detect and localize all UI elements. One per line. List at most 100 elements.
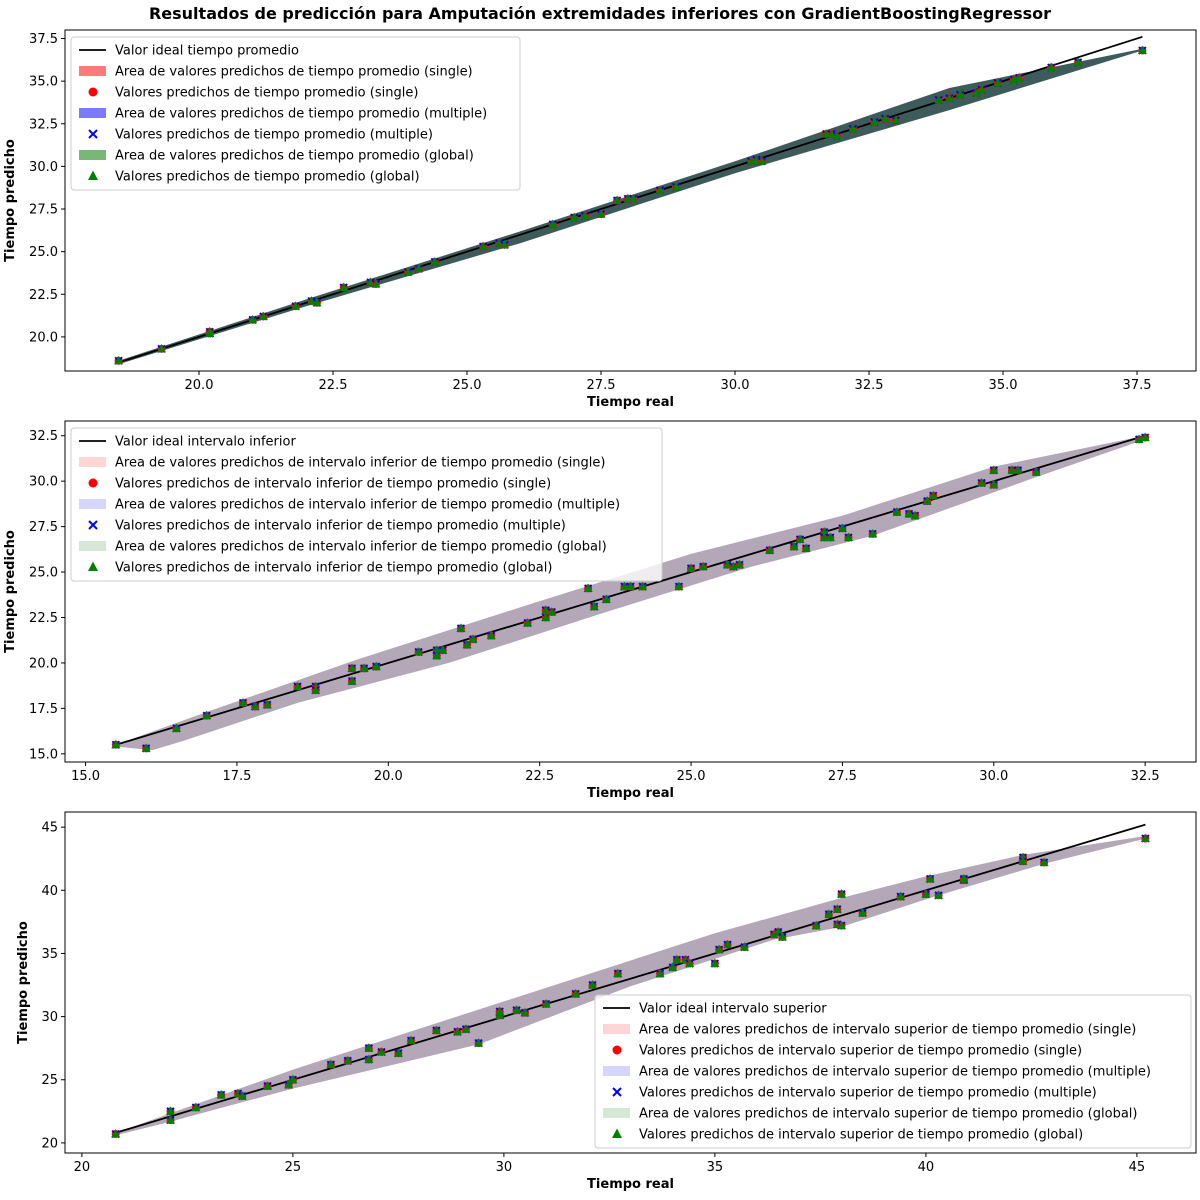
point-global-8	[284, 1079, 294, 1089]
point-global-13	[364, 1043, 374, 1052]
point-global-46	[1073, 57, 1083, 66]
point-global-3	[191, 1102, 201, 1112]
x-tick-label: 22.5	[525, 769, 554, 784]
point-global-41	[811, 920, 821, 930]
x-tick-label: 35	[707, 1160, 724, 1175]
point-global-35	[714, 944, 724, 954]
point-global-29	[757, 156, 767, 165]
point-global-11	[343, 1055, 353, 1065]
point-global-12	[359, 663, 369, 672]
point-global-34	[698, 561, 708, 571]
point-global-25	[655, 185, 665, 194]
y-tick-label: 25.0	[29, 245, 58, 260]
y-axis-label: Tiempo predicho	[3, 139, 18, 262]
point-global-13	[414, 263, 424, 273]
point-global-38	[765, 545, 775, 554]
point-global-4	[248, 314, 258, 324]
point-global-20	[474, 1038, 484, 1047]
legend-area-swatch	[79, 457, 106, 467]
axes-frame	[64, 29, 1197, 372]
point-global-26	[671, 181, 681, 191]
legend: Valor ideal intervalo inferior Area de va…	[70, 427, 663, 582]
point-global-19	[569, 212, 579, 222]
point-global-43	[819, 532, 829, 542]
point-global-22	[612, 195, 622, 204]
point-global-6	[237, 1091, 247, 1100]
point-global-57	[1013, 465, 1023, 474]
legend-triangle-marker	[88, 170, 98, 180]
legend-label: Valor ideal tiempo promedio	[115, 44, 299, 59]
y-tick-label: 30.0	[29, 160, 58, 175]
point-global-14	[430, 256, 440, 266]
y-tick-label: 20.0	[29, 656, 58, 671]
point-global-20	[468, 634, 478, 643]
y-tick-label: 25.0	[29, 566, 58, 581]
legend-cross-marker	[88, 520, 98, 530]
point-global-23	[541, 612, 551, 621]
x-tick-label: 20.0	[374, 769, 403, 784]
x-axis-label: Tiempo real	[587, 786, 674, 801]
point-global-7	[263, 1081, 273, 1090]
point-global-27	[588, 980, 598, 989]
x-tick-label: 20.0	[185, 378, 214, 393]
point-global-22	[523, 617, 533, 627]
legend-label: Area de valores predichos de intervalo s…	[639, 1107, 1137, 1122]
legend-circle-marker	[612, 1045, 622, 1055]
legend-area-swatch	[603, 1108, 630, 1118]
plot-area	[111, 432, 1150, 753]
point-global-17	[438, 645, 448, 654]
legend-area-swatch	[79, 541, 106, 551]
point-global-39	[955, 89, 965, 99]
legend-area-swatch	[603, 1066, 630, 1076]
axes-frame	[64, 420, 1197, 763]
point-global-30	[626, 581, 635, 591]
point-global-25	[547, 607, 557, 616]
legend-cross-marker	[88, 129, 98, 139]
subplot-lower-interval: 15.0 17.5 20.0 22.5 25.0 27.5 30.0 32.5 15.0 17.5…	[3, 420, 1197, 801]
point-global-0	[111, 739, 121, 749]
point-global-36	[891, 115, 901, 124]
point-global-23	[512, 1005, 522, 1014]
x-tick-label: 25	[285, 1160, 302, 1175]
legend-label: Area de valores predichos de tiempo prom…	[115, 107, 487, 122]
point-global-49	[921, 889, 931, 898]
x-tick-label: 30.0	[979, 769, 1008, 784]
subplot-mean-time: 20.0 22.5 25.0 27.5 30.0 32.5 35.0 37.5 20.0 22.5…	[3, 29, 1197, 410]
point-global-40	[777, 932, 787, 941]
plot-area	[114, 35, 1147, 365]
x-axis-label: Tiempo real	[587, 395, 674, 410]
point-global-15	[393, 1048, 403, 1057]
y-tick-label: 22.5	[29, 288, 58, 303]
point-global-3	[205, 326, 215, 336]
point-global-31	[672, 954, 682, 964]
y-tick-label: 37.5	[29, 32, 58, 47]
y-tick-label: 25	[41, 1073, 58, 1088]
legend-area-swatch	[79, 499, 106, 509]
legend-label: Valor ideal intervalo superior	[639, 1002, 827, 1017]
point-global-14	[377, 1046, 387, 1056]
point-global-4	[238, 697, 248, 707]
point-global-47	[868, 528, 878, 538]
point-global-6	[290, 301, 300, 310]
point-global-50	[925, 873, 935, 883]
point-global-42	[819, 527, 829, 536]
point-global-16	[432, 650, 442, 660]
legend: Valor ideal tiempo promedio Area de valor…	[70, 36, 521, 191]
legend-label: Valores predichos de intervalo inferior …	[115, 561, 552, 576]
point-global-27	[589, 601, 599, 611]
y-tick-label: 30	[41, 1010, 58, 1025]
legend-label: Valores predichos de intervalo superior …	[639, 1128, 1083, 1143]
point-global-46	[843, 532, 853, 542]
point-global-12	[364, 1054, 374, 1064]
point-global-2	[166, 1115, 176, 1124]
point-global-45	[1046, 62, 1056, 72]
point-global-18	[456, 623, 466, 632]
y-tick-label: 22.5	[29, 611, 58, 626]
y-tick-label: 27.5	[29, 520, 58, 535]
legend: Valor ideal intervalo superior Area de va…	[594, 994, 1192, 1149]
y-axis-label: Tiempo predicho	[3, 530, 18, 653]
point-global-26	[571, 988, 581, 998]
point-global-20	[580, 210, 590, 220]
point-global-5	[250, 701, 260, 711]
point-global-1	[166, 1106, 176, 1115]
